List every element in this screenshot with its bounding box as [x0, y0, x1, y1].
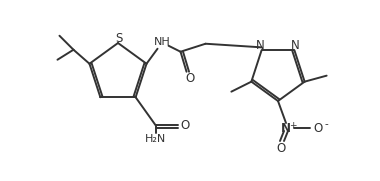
- Text: O: O: [276, 142, 286, 155]
- Text: H₂N: H₂N: [145, 134, 166, 144]
- Text: O: O: [180, 119, 189, 132]
- Text: O: O: [314, 121, 323, 134]
- Text: N: N: [291, 39, 300, 52]
- Text: N: N: [281, 121, 291, 134]
- Text: +: +: [289, 121, 297, 131]
- Text: O: O: [185, 72, 194, 85]
- Text: NH: NH: [154, 37, 171, 47]
- Text: N: N: [256, 39, 265, 52]
- Text: S: S: [115, 33, 123, 45]
- Text: -: -: [324, 119, 328, 129]
